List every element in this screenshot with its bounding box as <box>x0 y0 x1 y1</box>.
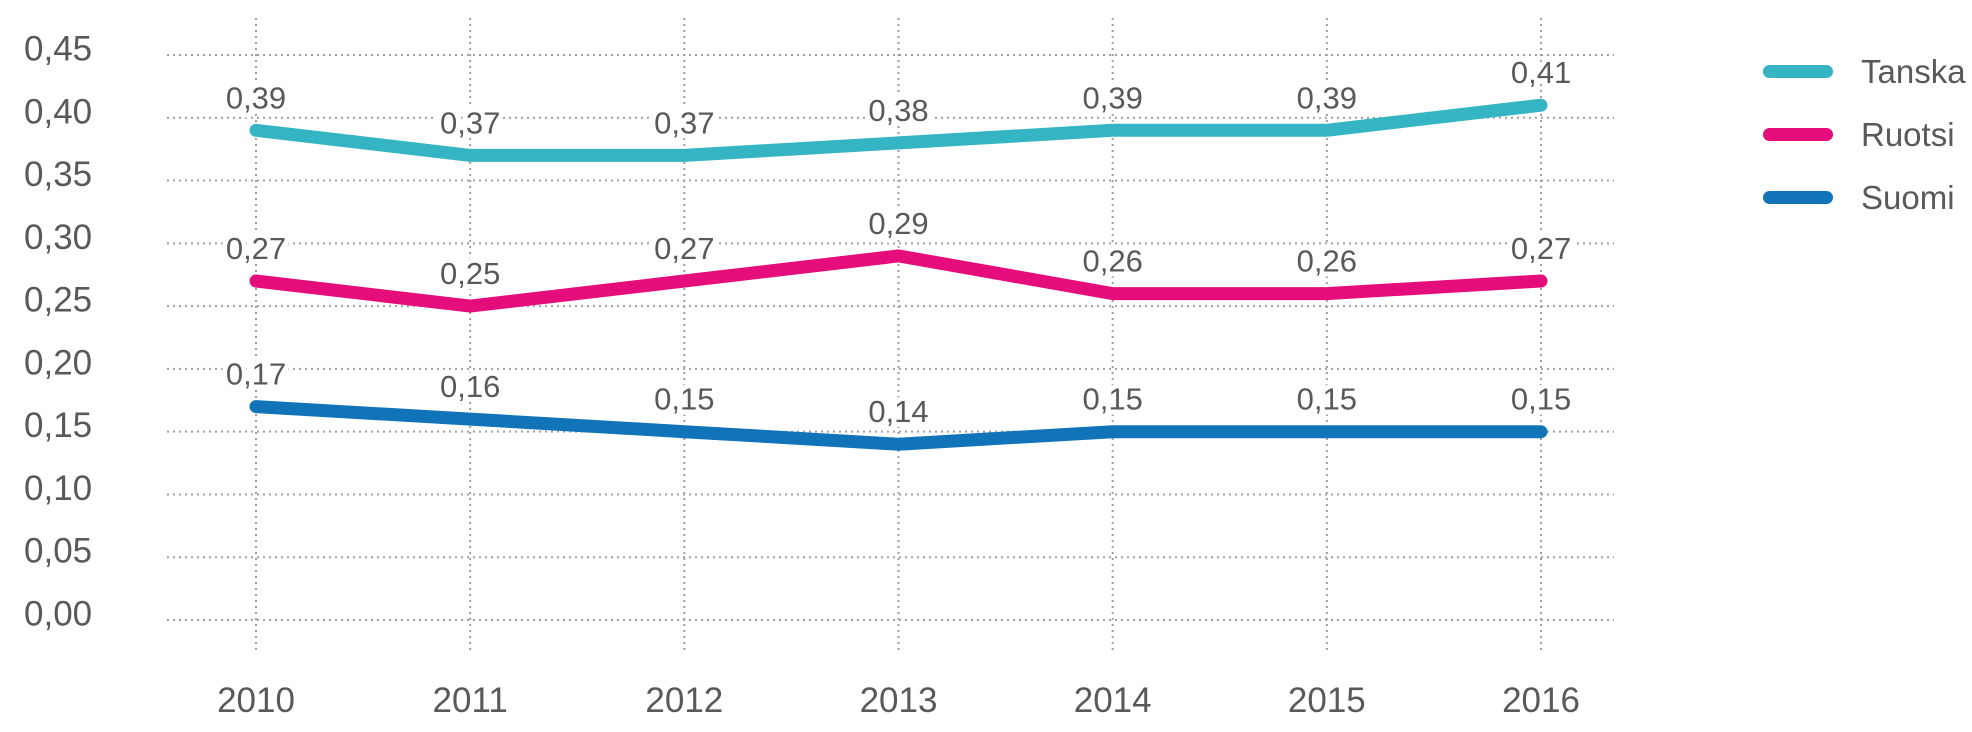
legend-item-tanska: Tanska <box>1763 40 1966 103</box>
legend-label-ruotsi: Ruotsi <box>1861 115 1955 153</box>
y-axis-tick-label: 0,30 <box>24 218 92 257</box>
x-axis-tick-label: 2013 <box>860 681 938 720</box>
data-label-suomi: 0,16 <box>440 369 500 404</box>
series-line-tanska <box>249 98 1548 162</box>
y-axis-tick-label: 0,45 <box>24 30 92 69</box>
data-label-ruotsi: 0,27 <box>1511 231 1571 266</box>
data-label-tanska: 0,41 <box>1511 55 1571 90</box>
data-label-suomi: 0,15 <box>1297 382 1357 417</box>
x-axis-tick-label: 2016 <box>1502 681 1580 720</box>
legend-swatch-tanska <box>1763 65 1833 78</box>
y-axis-tick-label: 0,15 <box>24 406 92 445</box>
data-label-ruotsi: 0,27 <box>654 231 714 266</box>
y-axis-tick-label: 0,35 <box>24 155 92 194</box>
data-label-ruotsi: 0,29 <box>868 206 928 241</box>
data-label-tanska: 0,39 <box>226 80 286 115</box>
data-label-suomi: 0,15 <box>1083 382 1143 417</box>
data-label-tanska: 0,37 <box>440 105 500 140</box>
chart-legend: Tanska Ruotsi Suomi <box>1763 40 1966 229</box>
data-label-suomi: 0,14 <box>868 394 928 429</box>
y-axis-tick-label: 0,20 <box>24 343 92 382</box>
series-line-suomi <box>249 400 1548 451</box>
data-label-ruotsi: 0,27 <box>226 231 286 266</box>
data-label-suomi: 0,15 <box>654 382 714 417</box>
data-label-tanska: 0,38 <box>868 93 928 128</box>
legend-item-ruotsi: Ruotsi <box>1763 103 1966 166</box>
legend-item-suomi: Suomi <box>1763 166 1966 229</box>
data-label-tanska: 0,39 <box>1297 80 1357 115</box>
data-label-ruotsi: 0,26 <box>1297 244 1357 279</box>
data-label-ruotsi: 0,26 <box>1083 244 1143 279</box>
data-label-suomi: 0,15 <box>1511 382 1571 417</box>
y-axis-tick-label: 0,05 <box>24 532 92 571</box>
legend-swatch-suomi <box>1763 191 1833 204</box>
data-label-tanska: 0,37 <box>654 105 714 140</box>
data-label-suomi: 0,17 <box>226 357 286 392</box>
legend-label-tanska: Tanska <box>1861 52 1966 90</box>
data-label-tanska: 0,39 <box>1083 80 1143 115</box>
x-axis-tick-label: 2015 <box>1288 681 1366 720</box>
y-axis-tick-label: 0,40 <box>24 92 92 131</box>
x-axis-tick-label: 2012 <box>645 681 723 720</box>
legend-label-suomi: Suomi <box>1861 178 1955 216</box>
x-axis-tick-label: 2011 <box>433 681 508 720</box>
y-axis-tick-label: 0,10 <box>24 469 92 508</box>
legend-swatch-ruotsi <box>1763 128 1833 141</box>
y-axis-tick-label: 0,00 <box>24 595 92 634</box>
y-axis-tick-label: 0,25 <box>24 281 92 320</box>
x-axis-tick-label: 2010 <box>217 681 295 720</box>
series-line-ruotsi <box>249 249 1548 313</box>
data-label-ruotsi: 0,25 <box>440 256 500 291</box>
x-axis-tick-label: 2014 <box>1074 681 1152 720</box>
